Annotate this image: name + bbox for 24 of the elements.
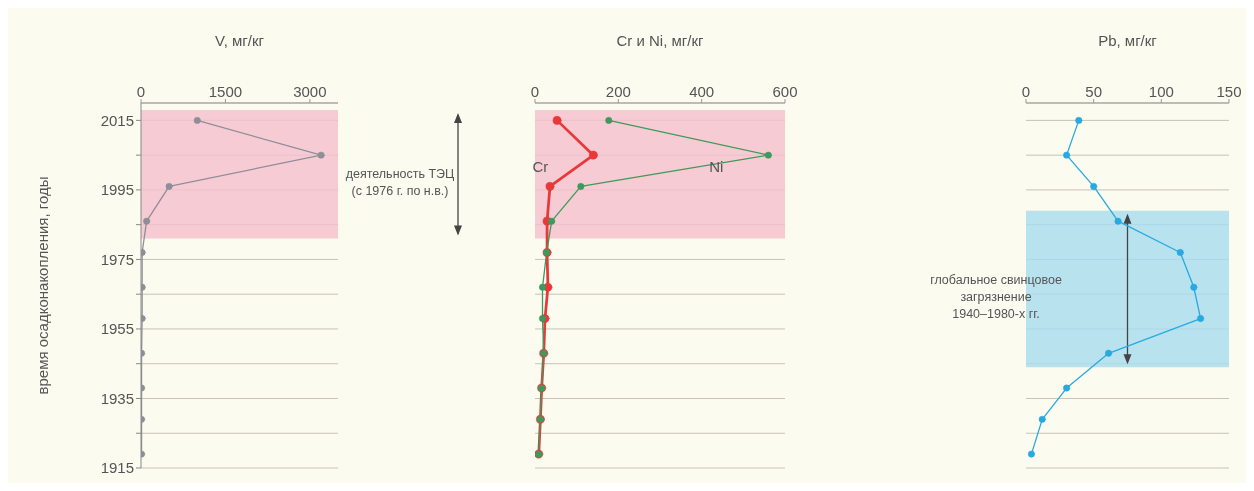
x-axis-title: Pb, мг/кг [1098, 32, 1158, 49]
x-tick-label: 200 [605, 83, 631, 100]
x-tick-label: 600 [772, 83, 798, 100]
x-axis-title: Cr и Ni, мг/кг [616, 32, 705, 49]
x-tick-label: 50 [1085, 83, 1103, 100]
y-tick-label: 1995 [100, 181, 134, 199]
band-label: глобальное свинцовое загрязнение 1940–1980-х гг. [930, 272, 1062, 321]
x-tick-label: 0 [530, 83, 540, 100]
x-tick-label: 3000 [293, 83, 327, 100]
y-tick-label: 1975 [100, 250, 134, 268]
x-tick-label: 100 [1148, 83, 1174, 100]
y-tick-label: 2015 [100, 111, 134, 129]
x-tick-label: 1500 [208, 83, 243, 100]
x-tick-label: 0 [136, 83, 146, 100]
y-tick-label: 1935 [100, 389, 134, 407]
y-tick-label: 1915 [100, 459, 134, 477]
y-tick-label: 1955 [100, 320, 134, 338]
x-axis-title: V, мг/кг [215, 32, 265, 49]
band-label: деятельность ТЭЦ (с 1976 г. по н.в.) [345, 166, 456, 198]
series-label: Cr [532, 158, 549, 176]
x-tick-label: 150 [1216, 83, 1242, 100]
x-tick-label: 400 [689, 83, 715, 100]
y-axis-title: время осадконакопления, годы [34, 176, 51, 395]
x-tick-label: 0 [1021, 83, 1031, 100]
